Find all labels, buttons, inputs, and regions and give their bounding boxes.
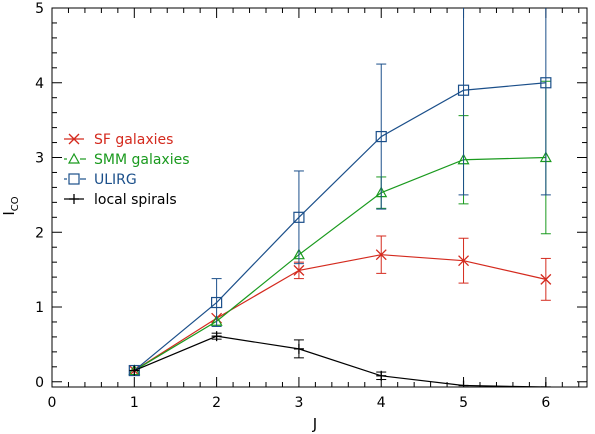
marker-x-stroke: [540, 273, 552, 285]
data-point-marker: [293, 211, 305, 223]
data-point-marker: [211, 331, 222, 342]
y-tick-label: 4: [35, 76, 44, 92]
legend-item: SMM galaxies: [64, 152, 190, 168]
legend-item: ULIRG: [64, 172, 137, 188]
data-point-marker: [540, 382, 551, 387]
marker-square: [68, 173, 80, 185]
marker-x-stroke: [68, 133, 80, 145]
marker-triangle: [67, 152, 81, 164]
data-point-marker: [68, 133, 80, 145]
data-point-marker: [293, 264, 305, 276]
data-point-marker: [540, 273, 552, 285]
marker-x-stroke: [293, 264, 305, 276]
data-point-marker: [69, 194, 79, 204]
axes: 0 1 2 3 4 5 6 0 1 2 3 4 5: [35, 1, 588, 411]
y-axis-label: ICO: [0, 196, 21, 215]
y-tick-label: 0: [35, 375, 44, 391]
series-sf-galaxies: [128, 235, 552, 377]
x-tick-label: 1: [130, 395, 139, 411]
series-line: [133, 82, 546, 372]
series-line: [133, 156, 546, 372]
legend-item: local spirals: [64, 192, 177, 208]
data-point-marker: [68, 173, 80, 185]
y-tick-label: 3: [35, 151, 44, 167]
data-point-marker: [376, 370, 387, 381]
x-tick-label: 3: [294, 395, 303, 411]
data-point-marker: [211, 296, 223, 309]
marker-square: [375, 130, 387, 143]
legend-label: ULIRG: [94, 172, 137, 188]
x-tick-label: 6: [541, 395, 550, 411]
data-point-marker: [540, 77, 552, 89]
series-ulirg: [128, 8, 552, 377]
legend-label: local spirals: [94, 192, 177, 208]
data-point-marker: [457, 84, 470, 96]
y-tick-label: 5: [35, 1, 44, 17]
data-point-marker: [129, 365, 140, 376]
plot-frame: [51, 7, 588, 388]
legend-item: SF galaxies: [64, 132, 173, 148]
series-layer: [128, 8, 552, 387]
x-tick-label: 2: [212, 395, 221, 411]
marker-x-stroke: [458, 255, 469, 267]
data-point-marker: [375, 249, 387, 261]
legend-label: SF galaxies: [94, 132, 173, 148]
x-tick-label: 0: [48, 395, 57, 411]
data-point-marker: [67, 152, 81, 164]
marker-square: [540, 77, 552, 89]
marker-square: [211, 296, 223, 309]
series-line: [133, 254, 546, 372]
data-point-marker: [293, 343, 304, 354]
x-tick-label: 5: [459, 395, 468, 411]
x-axis-label: J: [312, 415, 317, 433]
y-axis-label-subscript: CO: [10, 196, 21, 211]
data-point-marker: [458, 255, 469, 267]
data-point-marker: [458, 380, 469, 387]
series-local-spirals: [129, 331, 551, 387]
y-tick-label: 1: [35, 300, 44, 316]
marker-square: [457, 84, 470, 96]
legend-label: SMM galaxies: [94, 152, 190, 168]
legend: SF galaxies SMM galaxies ULIRG local spiral…: [64, 132, 190, 208]
series-smm-galaxies: [128, 80, 552, 376]
marker-x-stroke: [375, 249, 387, 261]
y-axis-label-main: I: [0, 211, 18, 215]
data-point-marker: [375, 130, 387, 143]
series-line: [134, 335, 546, 387]
y-tick-label: 2: [35, 225, 44, 241]
x-tick-label: 4: [377, 395, 386, 411]
marker-square: [293, 211, 305, 223]
